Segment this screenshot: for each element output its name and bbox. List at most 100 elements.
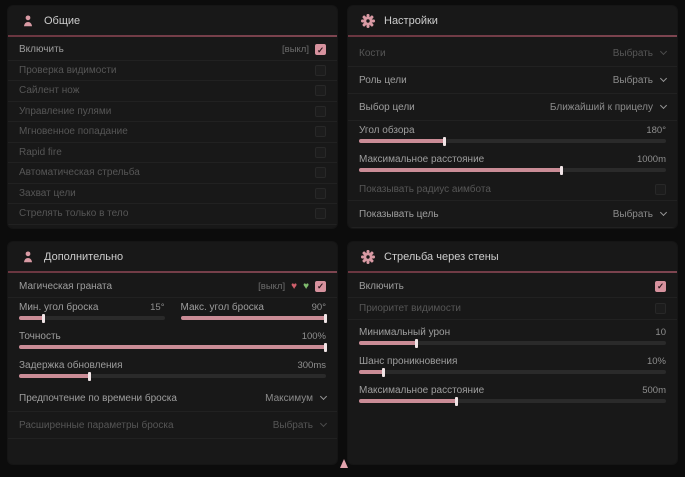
slider-thumb[interactable] [324, 313, 327, 323]
slider-value: 500m [642, 384, 666, 396]
target-lock-checkbox[interactable] [315, 187, 326, 199]
body-only-checkbox[interactable] [315, 208, 326, 220]
row-bullet-control: Управление пулями [8, 102, 337, 122]
row-label: Расширенные параметры броска [19, 419, 174, 431]
row-throw-angles: Мин. угол броска 15° Макс. угол броска 9… [8, 298, 337, 327]
cursor-icon [340, 459, 348, 468]
row-label: Шанс проникновения [359, 355, 458, 367]
row-throw-time-pref: Предпочтение по времени броска Максимум [8, 385, 337, 412]
slider-thumb[interactable] [442, 136, 446, 146]
show-target-dropdown[interactable]: Выбрать [613, 208, 668, 220]
wallbang-max-distance-slider[interactable] [359, 396, 666, 406]
rapid-fire-checkbox[interactable] [315, 146, 326, 158]
row-max-distance: Максимальное расстояние 1000m [348, 150, 677, 179]
row-label: Показывать радиус аимбота [359, 184, 491, 195]
row-min-damage: Минимальный урон 10 [348, 323, 677, 352]
panel-settings: Настройки Кости Выбрать Роль цели Выбрат… [348, 6, 677, 228]
row-update-delay: Задержка обновления 300ms [8, 356, 337, 385]
header-divider [8, 271, 337, 273]
chevron-down-icon [659, 47, 668, 56]
row-label: Стрелять только в тело [19, 208, 129, 220]
header-divider [348, 35, 677, 37]
enable-checkbox[interactable]: ✓ [315, 44, 326, 56]
instant-hit-checkbox[interactable] [315, 126, 326, 138]
aimbot-icon [21, 250, 35, 264]
max-throw-angle-group: Макс. угол броска 90° [180, 298, 327, 327]
aimbot-icon [21, 14, 35, 28]
keybind-badge: [выкл] [258, 281, 286, 292]
row-label: Предпочтение по времени броска [19, 392, 177, 404]
row-target-select: Выбор цели Ближайший к прицелу [348, 94, 677, 121]
row-label: Сайлент нож [19, 85, 80, 97]
row-label: Управление пулями [19, 105, 112, 117]
row-label: Кости [359, 47, 386, 59]
chevron-down-icon [659, 208, 668, 217]
slider-value: 100% [301, 330, 326, 342]
slider-thumb[interactable] [415, 338, 419, 348]
slider-value: 180° [646, 124, 666, 136]
row-label: Магическая граната [19, 281, 113, 292]
show-radius-checkbox[interactable] [655, 184, 666, 195]
row-auto-fire: Автоматическая стрельба [8, 163, 337, 184]
row-label: Выбор цели [359, 101, 415, 113]
panel-title: Стрельба через стены [384, 251, 499, 263]
min-damage-slider[interactable] [359, 338, 666, 348]
target-select-dropdown[interactable]: Ближайший к прицелу [550, 102, 668, 113]
min-throw-angle-group: Мин. угол броска 15° [19, 298, 165, 327]
row-label: Макс. угол броска [180, 301, 264, 313]
bullet-control-checkbox[interactable] [315, 105, 326, 117]
row-visibility-check: Проверка видимости [8, 61, 337, 81]
check-icon: ✓ [316, 281, 325, 292]
row-label: Показывать цель [359, 208, 439, 220]
row-label: Минимальный урон [359, 326, 451, 338]
slider-value: 1000m [636, 153, 666, 165]
accuracy-slider[interactable] [19, 342, 327, 352]
slider-thumb[interactable] [41, 313, 45, 323]
row-fov: Угол обзора 180° [348, 121, 677, 150]
throw-time-pref-dropdown[interactable]: Максимум [265, 393, 328, 404]
row-label: Мин. угол броска [19, 301, 99, 313]
gear-icon [361, 14, 375, 28]
slider-thumb[interactable] [455, 396, 459, 406]
row-label: Проверка видимости [19, 64, 117, 76]
auto-fire-checkbox[interactable] [315, 167, 326, 179]
min-throw-angle-slider[interactable] [19, 313, 165, 323]
visibility-priority-checkbox[interactable] [655, 303, 666, 314]
heart-off-icon[interactable]: ♥ [291, 280, 298, 292]
max-throw-angle-slider[interactable] [180, 313, 327, 323]
keybind-badge: [выкл] [282, 44, 309, 56]
row-penetration-chance: Шанс проникновения 10% [348, 352, 677, 381]
row-label: Максимальное расстояние [359, 153, 485, 165]
panel-wallbang: Стрельба через стены Включить ✓ Приорите… [348, 242, 677, 464]
slider-thumb[interactable] [87, 371, 91, 381]
row-label: Угол обзора [359, 124, 415, 136]
update-delay-slider[interactable] [19, 371, 326, 381]
bones-dropdown[interactable]: Выбрать [613, 47, 668, 59]
row-label: Rapid fire [19, 146, 62, 158]
wallbang-enable-checkbox[interactable]: ✓ [655, 281, 666, 292]
heart-on-icon[interactable]: ♥ [303, 280, 309, 292]
row-show-target: Показывать цель Выбрать [348, 201, 677, 228]
target-role-dropdown[interactable]: Выбрать [613, 75, 668, 86]
slider-value: 10 [655, 326, 666, 338]
check-icon: ✓ [656, 281, 665, 292]
magic-grenade-checkbox[interactable]: ✓ [315, 281, 326, 292]
slider-thumb[interactable] [559, 165, 563, 175]
fov-slider[interactable] [359, 136, 666, 146]
panel-general: Общие Включить [выкл] ✓ Проверка видимос… [8, 6, 337, 228]
panel-title: Общие [44, 15, 81, 27]
extended-params-dropdown[interactable]: Выбрать [273, 420, 328, 431]
panel-title: Дополнительно [44, 251, 124, 263]
panel-additional-header: Дополнительно [8, 242, 337, 271]
slider-thumb[interactable] [381, 367, 385, 377]
row-label: Захват цели [19, 187, 76, 199]
penetration-chance-slider[interactable] [359, 367, 666, 377]
max-distance-slider[interactable] [359, 165, 666, 175]
row-magic-grenade: Магическая граната [выкл] ♥ ♥ ✓ [8, 276, 337, 298]
visibility-check-checkbox[interactable] [315, 64, 326, 76]
header-divider [8, 35, 337, 37]
slider-thumb[interactable] [324, 342, 327, 352]
silent-knife-checkbox[interactable] [315, 85, 326, 97]
row-show-radius: Показывать радиус аимбота [348, 179, 677, 201]
